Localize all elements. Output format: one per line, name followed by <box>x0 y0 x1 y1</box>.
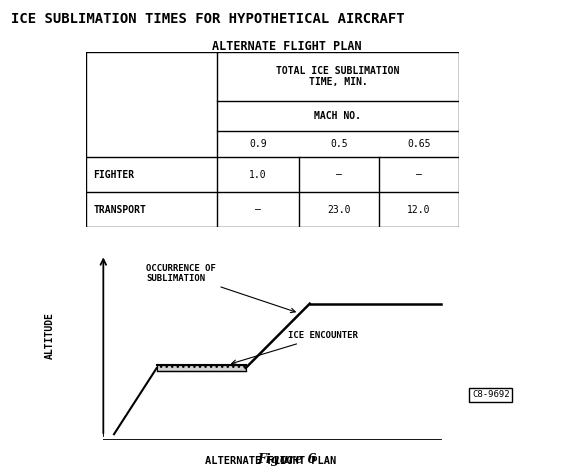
Text: 12.0: 12.0 <box>408 204 431 215</box>
Text: —: — <box>336 169 342 180</box>
Text: 0.5: 0.5 <box>330 139 348 149</box>
Text: OCCURRENCE OF
SUBLIMATION: OCCURRENCE OF SUBLIMATION <box>146 264 295 313</box>
Text: 0.65: 0.65 <box>408 139 431 149</box>
Text: ICE SUBLIMATION TIMES FOR HYPOTHETICAL AIRCRAFT: ICE SUBLIMATION TIMES FOR HYPOTHETICAL A… <box>11 12 405 26</box>
Text: 1.0: 1.0 <box>249 169 266 180</box>
Text: Figure 6: Figure 6 <box>257 453 317 466</box>
Text: MACH NO.: MACH NO. <box>315 111 362 121</box>
Text: —: — <box>255 204 261 215</box>
Text: 23.0: 23.0 <box>327 204 351 215</box>
Text: ALTERNATE FLIGHT PLAN: ALTERNATE FLIGHT PLAN <box>205 455 336 466</box>
Text: ALTERNATE FLIGHT PLAN: ALTERNATE FLIGHT PLAN <box>212 40 362 53</box>
Text: 0.9: 0.9 <box>249 139 266 149</box>
Bar <box>157 365 246 371</box>
Text: C8-9692: C8-9692 <box>472 390 510 400</box>
Text: FIGHTER: FIGHTER <box>94 169 135 180</box>
Text: ICE ENCOUNTER: ICE ENCOUNTER <box>232 331 358 364</box>
Text: —: — <box>416 169 422 180</box>
Text: TRANSPORT: TRANSPORT <box>94 204 146 215</box>
Text: TOTAL ICE SUBLIMATION
TIME, MIN.: TOTAL ICE SUBLIMATION TIME, MIN. <box>276 66 400 88</box>
Text: ALTITUDE: ALTITUDE <box>45 312 55 359</box>
